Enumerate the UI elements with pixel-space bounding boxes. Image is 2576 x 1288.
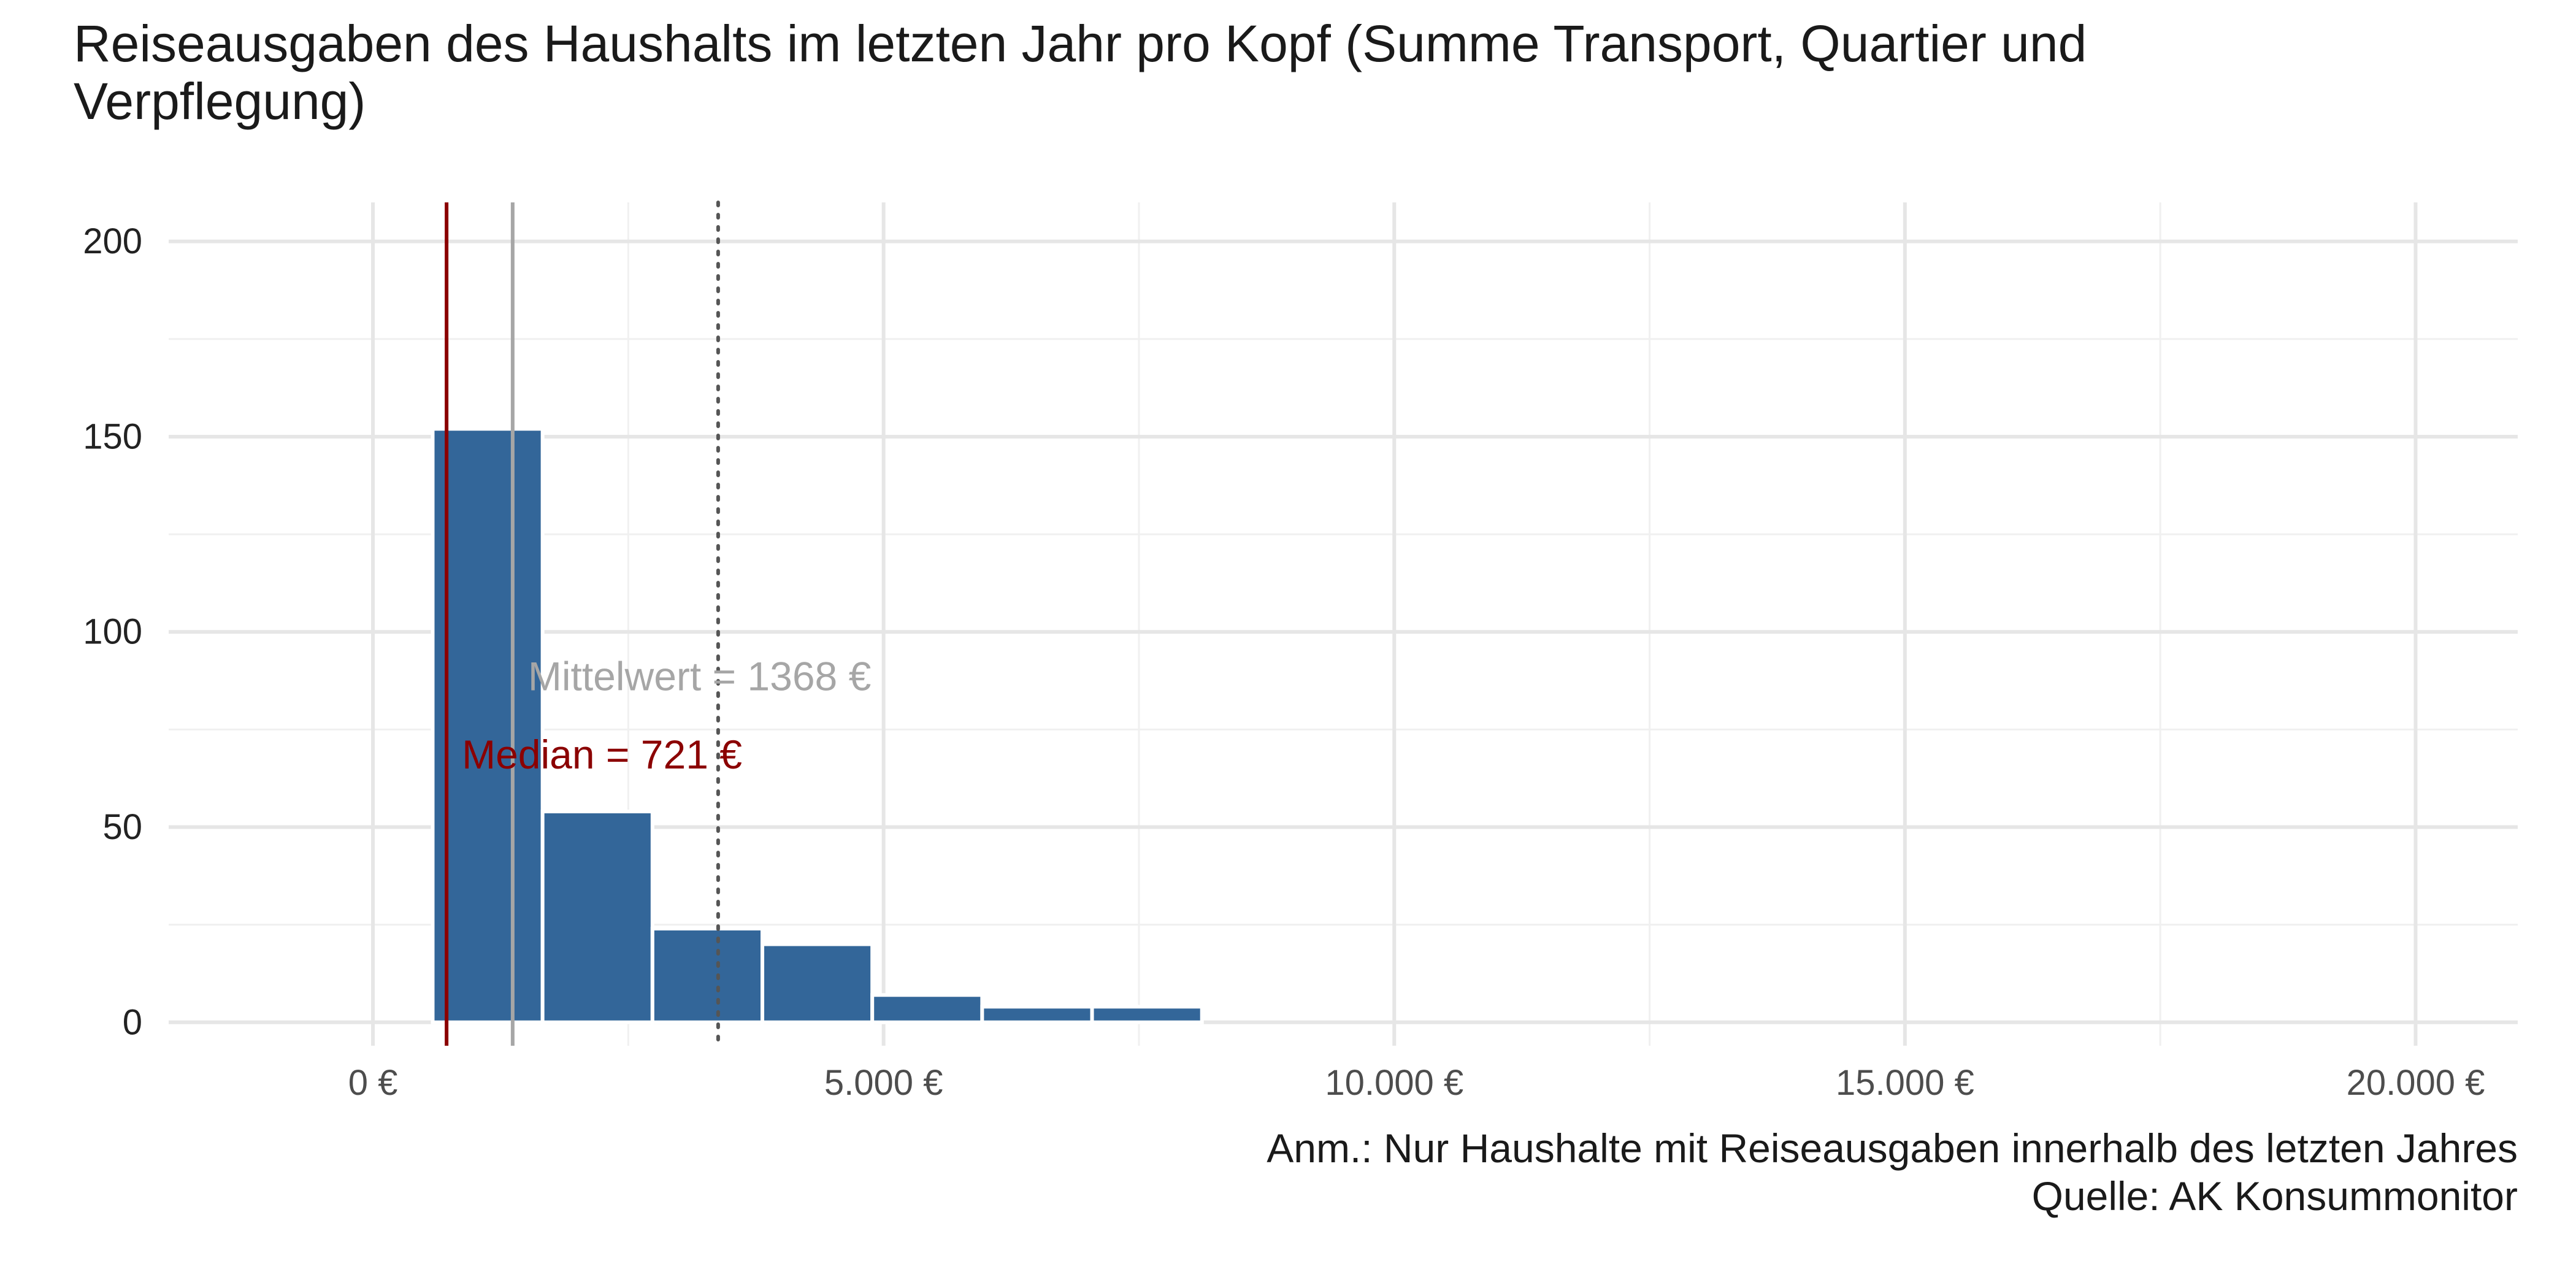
x-tick-label: 15.000 € [1836, 1063, 1974, 1103]
x-axis-ticks: 0 € 5.000 € 10.000 € 15.000 € 20.000 € [348, 1063, 2485, 1103]
histogram-bar [650, 927, 764, 1024]
x-tick-label: 20.000 € [2347, 1063, 2485, 1103]
reference-lines [445, 201, 720, 1048]
y-tick-label: 50 [102, 807, 142, 847]
x-tick-label: 10.000 € [1325, 1063, 1463, 1103]
median-label: Median = 721 € [462, 732, 742, 777]
mean-label: Mittelwert = 1368 € [528, 654, 871, 699]
caption: Anm.: Nur Haushalte mit Reiseausgaben in… [1267, 1125, 2518, 1219]
histogram-bar [540, 810, 654, 1024]
histogram-bars [431, 427, 1204, 1024]
caption-note: Anm.: Nur Haushalte mit Reiseausgaben in… [1267, 1125, 2518, 1171]
y-tick-label: 200 [83, 221, 142, 261]
caption-source: Quelle: AK Konsummonitor [2032, 1173, 2518, 1219]
histogram-bar [980, 1005, 1094, 1024]
histogram-bar [1090, 1005, 1204, 1024]
histogram-bar [760, 942, 875, 1024]
reference-labels: Median = 721 € Mittelwert = 1368 € [462, 654, 871, 777]
y-axis-ticks: 0 50 100 150 200 [83, 221, 142, 1042]
y-tick-label: 150 [83, 416, 142, 456]
chart-title: Reiseausgaben des Haushalts im letzten J… [74, 15, 2087, 130]
histogram-bar [870, 993, 984, 1024]
x-tick-label: 0 € [348, 1063, 398, 1103]
x-tick-label: 5.000 € [824, 1063, 943, 1103]
y-tick-label: 0 [123, 1002, 142, 1042]
histogram-bar [431, 427, 545, 1024]
y-tick-label: 100 [83, 612, 142, 652]
major-gridlines [169, 202, 2518, 1046]
